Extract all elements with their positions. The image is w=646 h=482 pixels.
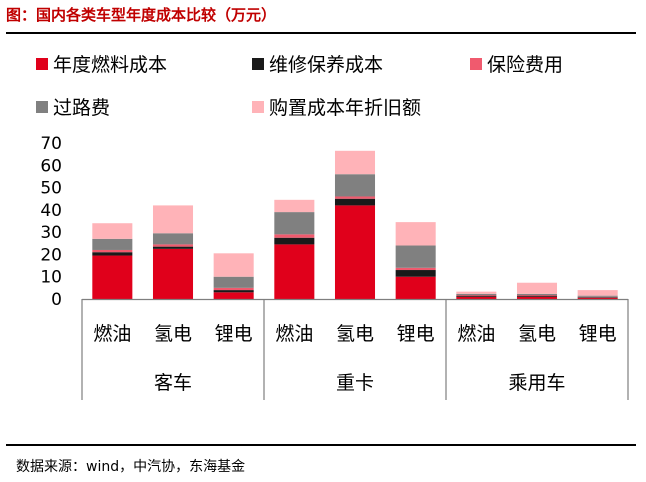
x-category-label: 燃油 xyxy=(93,323,131,345)
bar-segment-fuel xyxy=(274,244,315,299)
x-group-label: 乘用车 xyxy=(508,372,565,394)
y-tick-label: 50 xyxy=(40,179,62,199)
bar-segment-fuel xyxy=(516,296,558,299)
x-category-label: 氢电 xyxy=(154,323,192,345)
bar-segment-depreciation xyxy=(516,282,558,294)
bar-segment-toll xyxy=(92,238,133,250)
bar-segment-toll xyxy=(516,293,558,295)
y-tick-label: 10 xyxy=(40,268,62,288)
bar-segment-fuel xyxy=(456,296,497,299)
bar-segment-fuel xyxy=(395,276,436,299)
legend-label-insurance: 保险费用 xyxy=(487,54,563,76)
bar-segment-toll xyxy=(274,212,315,235)
legend-label-toll: 过路费 xyxy=(53,97,110,119)
x-category-label: 氢电 xyxy=(336,323,374,345)
y-tick-label: 60 xyxy=(40,156,62,176)
bar-segment-maintenance xyxy=(152,246,194,249)
bottom-rule xyxy=(6,444,636,446)
bar-segment-maintenance xyxy=(334,198,376,206)
x-category-label: 锂电 xyxy=(397,323,435,345)
legend-swatch-depreciation xyxy=(252,101,264,113)
bar-segment-insurance xyxy=(516,294,558,296)
bar-segment-toll xyxy=(395,245,436,268)
legend-label-depreciation: 购置成本年折旧额 xyxy=(269,97,421,119)
legend-swatch-fuel xyxy=(36,58,48,70)
x-category-label: 燃油 xyxy=(457,323,495,345)
bar-segment-fuel xyxy=(213,292,254,299)
legend-swatch-maintenance xyxy=(252,58,264,70)
bar-segment-maintenance xyxy=(274,237,315,245)
bar-segment-insurance xyxy=(456,294,497,296)
bar-segment-toll xyxy=(456,293,497,295)
bar-segment-depreciation xyxy=(274,199,315,213)
bar-segment-depreciation xyxy=(456,291,497,294)
bar-segment-insurance xyxy=(395,267,436,271)
y-tick-label: 70 xyxy=(40,134,62,154)
x-group-label: 客车 xyxy=(154,372,192,394)
x-category-label: 氢电 xyxy=(518,323,556,345)
bar-segment-maintenance xyxy=(395,270,436,277)
top-rule xyxy=(6,32,636,34)
bar-segment-depreciation xyxy=(92,223,133,239)
bar-segment-toll xyxy=(334,174,376,197)
x-category-label: 燃油 xyxy=(275,323,313,345)
y-tick-label: 30 xyxy=(40,223,62,243)
bar-segment-depreciation xyxy=(152,205,194,234)
bar-segment-maintenance xyxy=(213,290,254,293)
x-category-label: 锂电 xyxy=(579,323,617,345)
x-category-label: 锂电 xyxy=(215,323,253,345)
bar-segment-maintenance xyxy=(92,252,133,256)
chart-title: 图：国内各类车型年度成本比较（万元） xyxy=(6,6,277,24)
bar-segment-insurance xyxy=(274,234,315,238)
bar-segment-insurance xyxy=(213,287,254,291)
bar-segment-depreciation xyxy=(577,290,618,296)
bar-segment-fuel xyxy=(334,205,376,299)
bar-segment-maintenance xyxy=(456,295,497,297)
bar-segment-insurance xyxy=(152,244,194,247)
bar-segment-toll xyxy=(152,233,194,245)
legend-swatch-toll xyxy=(36,101,48,113)
bar-segment-maintenance xyxy=(516,295,558,297)
bar-segment-toll xyxy=(577,295,618,297)
y-tick-label: 20 xyxy=(40,245,62,265)
bar-segment-maintenance xyxy=(577,297,618,298)
y-tick-label: 0 xyxy=(51,290,62,310)
legend-swatch-insurance xyxy=(470,58,482,70)
bar-segment-depreciation xyxy=(213,253,254,277)
bar-segment-fuel xyxy=(577,297,618,299)
bar-segment-depreciation xyxy=(334,150,376,175)
legend-label-maintenance: 维修保养成本 xyxy=(269,54,383,76)
bar-segment-fuel xyxy=(152,248,194,299)
bar-segment-fuel xyxy=(92,255,133,299)
x-group-label: 重卡 xyxy=(336,372,374,394)
legend-label-fuel: 年度燃料成本 xyxy=(53,54,167,76)
source-note: 数据来源：wind，中汽协，东海基金 xyxy=(16,459,246,475)
bar-segment-depreciation xyxy=(395,222,436,246)
bar-segment-insurance xyxy=(334,196,376,199)
y-tick-label: 40 xyxy=(40,201,62,221)
bar-segment-toll xyxy=(213,276,254,288)
bar-segment-insurance xyxy=(92,249,133,253)
